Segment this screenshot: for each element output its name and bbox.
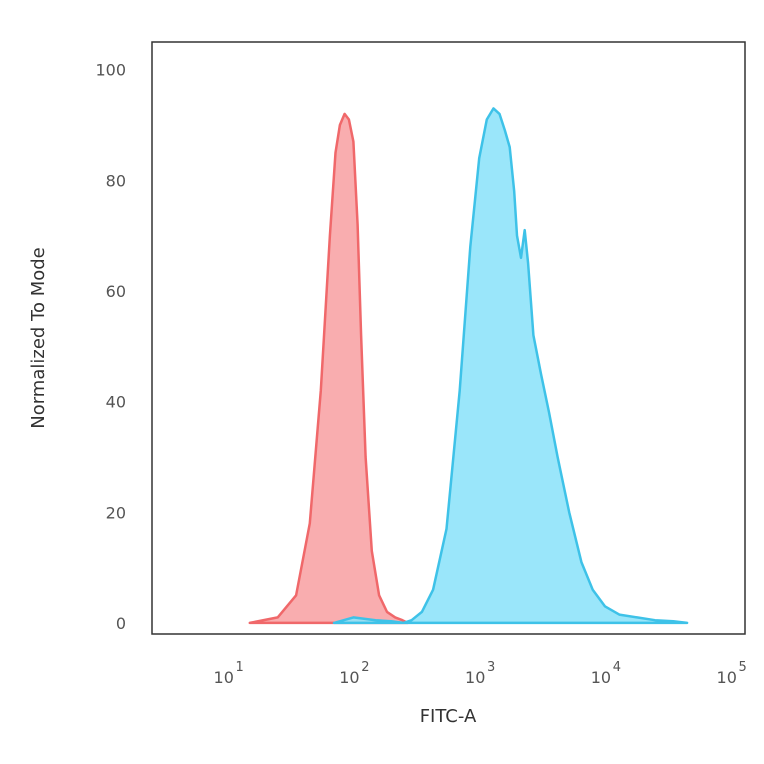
x-tick-label-1: 101 (214, 660, 244, 687)
x-tick-base: 10 (591, 668, 611, 687)
x-tick-label-2: 102 (339, 660, 369, 687)
y-axis-title: Normalized To Mode (28, 247, 49, 429)
y-tick-label-60: 60 (106, 282, 126, 301)
plot-frame (151, 41, 746, 635)
series-1-area (248, 112, 409, 625)
x-tick-exponent: 1 (236, 660, 244, 675)
series-2-area (332, 107, 689, 625)
x-tick-exponent: 4 (613, 660, 621, 675)
x-tick-label-5: 105 (717, 660, 747, 687)
x-axis-title: FITC-A (420, 706, 477, 727)
x-tick-exponent: 2 (361, 660, 369, 675)
y-tick-label-40: 40 (106, 393, 126, 412)
series-layer (248, 107, 689, 625)
x-tick-base: 10 (339, 668, 359, 687)
x-tick-label-3: 103 (465, 660, 495, 687)
y-tick-label-80: 80 (106, 171, 126, 190)
y-tick-label-0: 0 (116, 614, 126, 633)
x-tick-exponent: 5 (739, 660, 747, 675)
y-tick-labels: 0 20 40 60 80 100 (95, 61, 126, 633)
y-tick-label-100: 100 (95, 61, 126, 80)
x-tick-base: 10 (465, 668, 485, 687)
x-tick-exponent: 3 (487, 660, 495, 675)
x-tick-base: 10 (717, 668, 737, 687)
y-tick-label-20: 20 (106, 503, 126, 522)
x-tick-base: 10 (214, 668, 234, 687)
x-tick-label-4: 104 (591, 660, 621, 687)
